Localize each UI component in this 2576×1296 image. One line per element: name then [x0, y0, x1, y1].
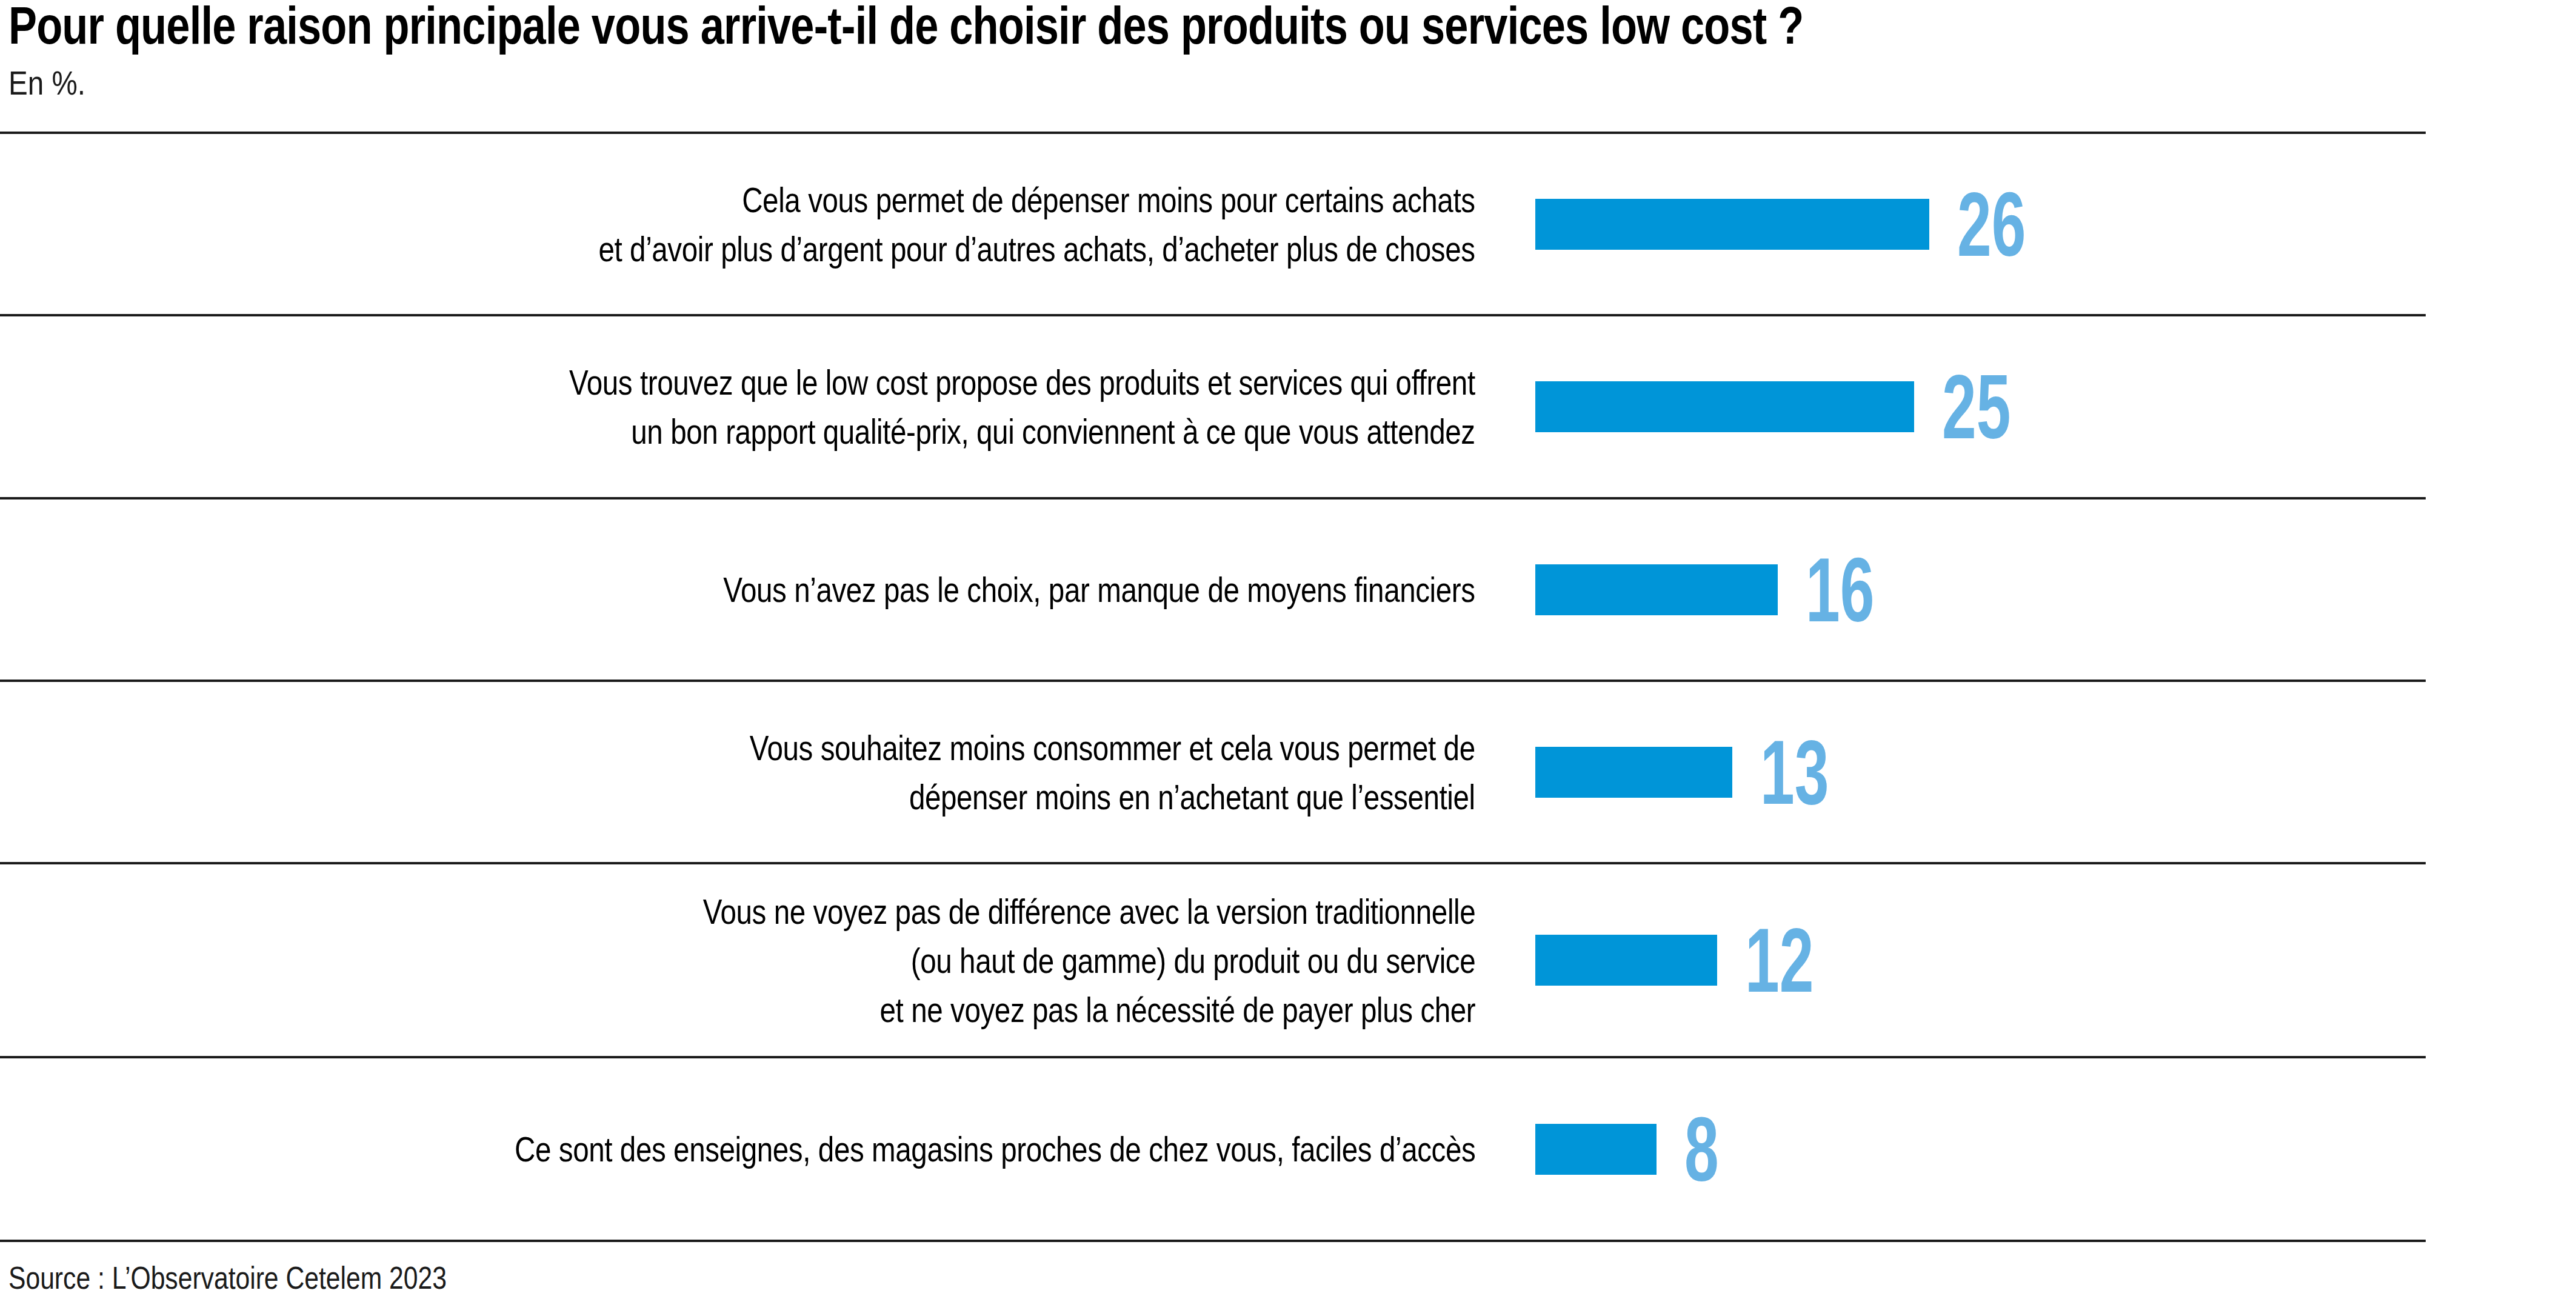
bar-cell: 12 [1535, 915, 1846, 1006]
bar-cell: 16 [1535, 544, 1907, 635]
category-label: Vous n’avez pas le choix, par manque de … [724, 565, 1475, 614]
bar-chart: Cela vous permet de dépenser moins pour … [0, 132, 2426, 1242]
value-label: 12 [1745, 915, 1814, 1006]
chart-header: Pour quelle raison principale vous arriv… [0, 0, 2576, 132]
bar [1535, 199, 1929, 250]
bar [1535, 381, 1914, 432]
bar-cell: 26 [1535, 179, 2058, 270]
chart-subtitle: En %. [8, 63, 85, 102]
chart-title: Pour quelle raison principale vous arriv… [8, 0, 1803, 53]
category-label-cell: Vous n’avez pas le choix, par manque de … [0, 565, 1475, 614]
chart-row: Vous souhaitez moins consommer et cela v… [0, 682, 2426, 864]
bar-cell: 13 [1535, 727, 1861, 818]
category-label: Cela vous permet de dépenser moins pour … [599, 175, 1475, 273]
value-label: 26 [1957, 179, 2026, 270]
chart-row: Cela vous permet de dépenser moins pour … [0, 134, 2426, 316]
chart-row: Vous n’avez pas le choix, par manque de … [0, 499, 2426, 682]
chart-row: Vous trouvez que le low cost propose des… [0, 316, 2426, 499]
category-label-cell: Vous trouvez que le low cost propose des… [0, 358, 1475, 456]
bar-cell: 25 [1535, 361, 2043, 452]
infographic-page: Pour quelle raison principale vous arriv… [0, 0, 2576, 1296]
chart-row: Ce sont des enseignes, des magasins proc… [0, 1058, 2426, 1242]
bar-cell: 8 [1535, 1104, 1735, 1195]
bar [1535, 1124, 1657, 1175]
bar [1535, 935, 1717, 986]
category-label-cell: Ce sont des enseignes, des magasins proc… [0, 1124, 1475, 1174]
value-label: 13 [1760, 727, 1829, 818]
category-label: Ce sont des enseignes, des magasins proc… [515, 1124, 1475, 1174]
bar [1535, 564, 1778, 615]
source-text: Source : L’Observatoire Cetelem 2023 [8, 1260, 447, 1296]
chart-row: Vous ne voyez pas de différence avec la … [0, 864, 2426, 1058]
value-label: 16 [1806, 544, 1874, 635]
category-label-cell: Vous souhaitez moins consommer et cela v… [0, 723, 1475, 821]
bar [1535, 747, 1732, 798]
category-label: Vous trouvez que le low cost propose des… [569, 358, 1475, 456]
chart-footer: Source : L’Observatoire Cetelem 2023 [8, 1260, 543, 1296]
category-label-cell: Cela vous permet de dépenser moins pour … [0, 175, 1475, 273]
category-label: Vous souhaitez moins consommer et cela v… [750, 723, 1475, 821]
value-label: 8 [1684, 1104, 1719, 1195]
category-label-cell: Vous ne voyez pas de différence avec la … [0, 887, 1475, 1034]
category-label: Vous ne voyez pas de différence avec la … [703, 887, 1475, 1034]
value-label: 25 [1942, 361, 2010, 452]
